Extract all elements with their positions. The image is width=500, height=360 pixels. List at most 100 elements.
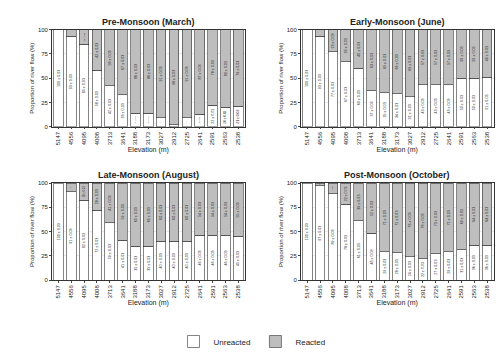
svg-text:60 ± 0.03: 60 ± 0.03 (357, 90, 361, 105)
svg-text:2563: 2563 (222, 131, 228, 145)
svg-text:42 ± 0.03: 42 ± 0.03 (108, 99, 112, 114)
svg-text:3188: 3188 (381, 285, 387, 299)
svg-text:40 ± 0.03: 40 ± 0.03 (159, 253, 163, 268)
svg-text:43 ± 0.03: 43 ± 0.03 (421, 98, 425, 113)
svg-text:3 ± 0.03: 3 ± 0.03 (319, 183, 320, 186)
svg-text:36 ± 0.03: 36 ± 0.03 (472, 255, 476, 270)
svg-text:20 ± 0.03: 20 ± 0.03 (223, 110, 227, 123)
svg-text:80 ± 0.03: 80 ± 0.03 (224, 61, 228, 76)
svg-text:42 ± 0.03: 42 ± 0.03 (95, 43, 99, 58)
svg-text:Post-Monsoon (October): Post-Monsoon (October) (344, 170, 450, 180)
svg-text:59 ± 0.03: 59 ± 0.03 (121, 204, 125, 219)
svg-text:50 ± 0.03: 50 ± 0.03 (460, 95, 464, 110)
svg-text:5147: 5147 (304, 131, 310, 145)
svg-text:78 ± 0.03: 78 ± 0.03 (344, 235, 348, 250)
svg-text:0: 0 (45, 124, 49, 130)
svg-text:3188: 3188 (132, 285, 138, 299)
svg-text:4008: 4008 (94, 131, 100, 145)
svg-text:65 ± 0.03: 65 ± 0.03 (383, 54, 387, 69)
svg-text:58 ± 0.03: 58 ± 0.03 (95, 91, 99, 106)
svg-text:9 ± 0.03: 9 ± 0.03 (70, 186, 71, 189)
svg-text:72 ± 0.03: 72 ± 0.03 (395, 211, 399, 226)
svg-text:39 ± 0.03: 39 ± 0.03 (357, 195, 361, 210)
svg-text:24 ± 0.03: 24 ± 0.03 (408, 261, 412, 276)
svg-text:35 ± 0.03: 35 ± 0.03 (147, 256, 151, 271)
svg-text:22 ± 0.03: 22 ± 0.03 (421, 262, 425, 277)
svg-text:3641: 3641 (368, 285, 374, 299)
svg-text:69 ± 0.03: 69 ± 0.03 (460, 209, 464, 224)
svg-text:3713: 3713 (356, 285, 362, 299)
svg-text:Proportion of river flow (%): Proportion of river flow (%) (29, 43, 35, 114)
svg-text:43 ± 0.03: 43 ± 0.03 (447, 98, 451, 113)
svg-text:58 ± 0.03: 58 ± 0.03 (108, 50, 112, 65)
svg-text:29 ± 0.03: 29 ± 0.03 (383, 259, 387, 274)
svg-text:0: 0 (293, 124, 297, 130)
svg-text:75: 75 (41, 204, 48, 210)
svg-text:2912: 2912 (171, 285, 177, 299)
svg-text:65 ± 0.03: 65 ± 0.03 (134, 207, 138, 222)
svg-text:2538: 2538 (235, 285, 241, 299)
svg-text:50 ± 0.03: 50 ± 0.03 (472, 95, 476, 110)
svg-text:25: 25 (290, 100, 297, 106)
svg-text:4095: 4095 (81, 131, 87, 145)
svg-text:55 ± 0.03: 55 ± 0.03 (236, 202, 240, 217)
svg-text:2563: 2563 (222, 285, 228, 299)
svg-text:31 ± 0.03: 31 ± 0.03 (460, 258, 464, 273)
svg-text:43 ± 0.03: 43 ± 0.03 (434, 98, 438, 113)
svg-text:46 ± 0.03: 46 ± 0.03 (211, 250, 215, 265)
svg-text:100 ± 0.03: 100 ± 0.03 (57, 223, 61, 240)
svg-text:48 ± 0.03: 48 ± 0.03 (370, 249, 374, 264)
svg-text:85 ± 0.03: 85 ± 0.03 (82, 78, 86, 93)
svg-text:2538: 2538 (484, 131, 490, 145)
svg-text:3641: 3641 (120, 285, 126, 299)
svg-text:3027: 3027 (158, 131, 164, 145)
svg-text:46 ± 0.03: 46 ± 0.03 (198, 250, 202, 265)
svg-text:Reacted: Reacted (295, 338, 325, 347)
svg-text:51 ± 0.03: 51 ± 0.03 (485, 95, 489, 110)
svg-text:Early-Monsoon (June): Early-Monsoon (June) (350, 17, 445, 27)
svg-text:100: 100 (287, 27, 298, 33)
svg-text:78 ± 0.03: 78 ± 0.03 (421, 214, 425, 229)
svg-text:49 ± 0.03: 49 ± 0.03 (485, 46, 489, 61)
svg-text:22 ± 0.03: 22 ± 0.03 (344, 186, 348, 201)
svg-text:50: 50 (290, 229, 297, 235)
svg-text:91 ± 0.03: 91 ± 0.03 (185, 66, 189, 81)
svg-text:2641: 2641 (197, 285, 203, 299)
svg-text:2912: 2912 (420, 131, 426, 145)
svg-text:76 ± 0.03: 76 ± 0.03 (408, 213, 412, 228)
svg-text:75: 75 (290, 51, 297, 57)
svg-text:28 ± 0.03: 28 ± 0.03 (395, 259, 399, 274)
svg-text:34 ± 0.03: 34 ± 0.03 (395, 103, 399, 118)
svg-text:2591: 2591 (210, 131, 216, 145)
svg-text:9 ± 0.03: 9 ± 0.03 (186, 120, 187, 123)
svg-text:Elevation (m): Elevation (m) (377, 299, 418, 307)
svg-text:2912: 2912 (420, 285, 426, 299)
svg-text:14 ± 0.03: 14 ± 0.03 (147, 116, 149, 123)
svg-text:5147: 5147 (304, 285, 310, 299)
svg-text:Proportion of river flow (%): Proportion of river flow (%) (278, 196, 284, 267)
svg-text:59 ± 0.03: 59 ± 0.03 (108, 244, 112, 259)
svg-text:98 ± 0.03: 98 ± 0.03 (172, 70, 176, 85)
svg-text:61 ± 0.03: 61 ± 0.03 (357, 243, 361, 258)
svg-text:50: 50 (41, 75, 48, 81)
svg-text:54 ± 0.03: 54 ± 0.03 (211, 202, 215, 217)
svg-text:4556: 4556 (68, 131, 74, 145)
svg-text:40 ± 0.03: 40 ± 0.03 (357, 42, 361, 57)
svg-text:Proportion of river flow (%): Proportion of river flow (%) (278, 43, 284, 114)
svg-text:2591: 2591 (458, 285, 464, 299)
svg-text:15 ± 0.03: 15 ± 0.03 (83, 32, 85, 41)
svg-text:4095: 4095 (81, 285, 87, 299)
svg-text:100 ± 0.03: 100 ± 0.03 (57, 70, 61, 87)
svg-text:2538: 2538 (235, 131, 241, 145)
svg-text:35 ± 0.03: 35 ± 0.03 (383, 102, 387, 117)
svg-text:97 ± 0.03: 97 ± 0.03 (318, 226, 322, 241)
svg-text:5147: 5147 (55, 285, 61, 299)
svg-text:2538: 2538 (484, 285, 490, 299)
svg-text:3173: 3173 (394, 131, 400, 145)
svg-text:4556: 4556 (68, 285, 74, 299)
svg-text:60 ± 0.03: 60 ± 0.03 (185, 205, 189, 220)
svg-text:100: 100 (287, 180, 298, 186)
svg-text:2 ± 0.03: 2 ± 0.03 (173, 124, 174, 127)
svg-text:40 ± 0.03: 40 ± 0.03 (172, 253, 176, 268)
svg-text:71 ± 0.03: 71 ± 0.03 (383, 210, 387, 225)
